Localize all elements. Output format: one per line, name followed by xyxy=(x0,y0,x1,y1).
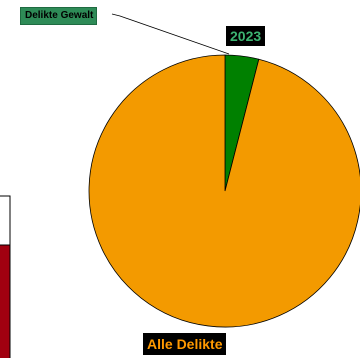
slice-label-gewalt: Delikte Gewalt xyxy=(20,7,98,25)
leader-line-gewalt xyxy=(111,13,230,55)
slice-label-alle: Alle Delikte xyxy=(143,333,227,355)
cropped-bar xyxy=(0,244,11,358)
chart-title-year: 2023 xyxy=(226,26,266,46)
cropped-bar-chart xyxy=(0,195,11,358)
pie-slice-alle xyxy=(88,54,360,328)
pie-chart xyxy=(88,54,360,328)
